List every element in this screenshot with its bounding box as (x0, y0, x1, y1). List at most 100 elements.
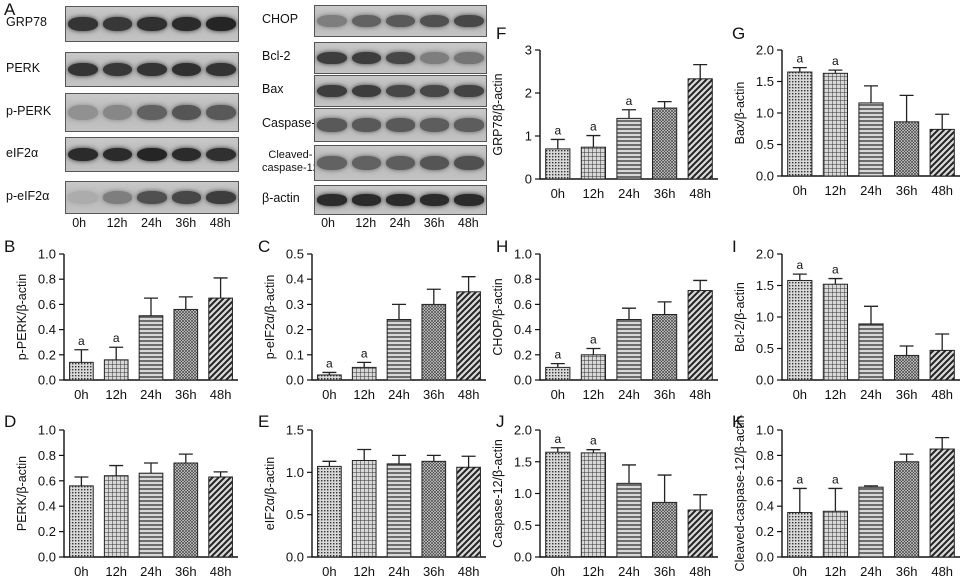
blot-strip (314, 145, 487, 181)
x-tick-label: 36h (175, 387, 197, 402)
x-tick-label: 36h (896, 183, 918, 198)
error-bar (213, 277, 228, 299)
y-tick-label: 0.8 (514, 272, 532, 287)
x-tick-label: 12h (353, 564, 375, 579)
significance-label: a (361, 346, 368, 360)
blot-band (385, 14, 416, 28)
panel-letter-h: H (496, 237, 509, 256)
blot-strip (314, 5, 487, 37)
y-tick-label: 0.0 (38, 550, 56, 565)
blot-band (317, 14, 347, 28)
error-bar (899, 345, 914, 356)
bar (687, 290, 713, 381)
bar (69, 361, 94, 381)
y-tick-label: 0.6 (514, 297, 532, 312)
blot-band (171, 190, 202, 204)
blot-lane-label: 12h (106, 216, 128, 230)
error-bar (899, 94, 914, 122)
x-tick-label: 12h (583, 564, 605, 579)
significance-label: a (626, 94, 633, 108)
y-tick-label: 1.0 (756, 310, 774, 325)
panel-letter-j: J (496, 412, 505, 431)
error-bar (899, 453, 914, 462)
x-tick-label: 48h (931, 387, 953, 402)
y-tick-label: 0.5 (756, 137, 774, 152)
y-tick-label: 1.0 (514, 247, 532, 262)
bar (651, 313, 678, 381)
y-tick-label: 0.2 (38, 524, 56, 539)
bar (208, 476, 233, 558)
bar (893, 461, 920, 558)
y-tick-label: 0.2 (514, 347, 532, 362)
x-tick-label: 24h (388, 564, 410, 579)
error-bar (392, 454, 406, 464)
error-bar (828, 69, 843, 74)
bar (616, 117, 642, 180)
panel-letter-i: I (732, 237, 737, 256)
error-bar (828, 277, 843, 285)
y-tick-label: 0.0 (38, 373, 56, 388)
blot-strip (65, 181, 239, 214)
blot-label: p-PERK (6, 103, 52, 118)
x-tick-label: 48h (689, 564, 711, 579)
blot-band (317, 51, 347, 65)
blot-label: Caspase-12 (262, 116, 330, 130)
bar (858, 486, 884, 558)
significance-label: a (113, 331, 120, 345)
blot-band (351, 155, 381, 171)
blot-label: PERK (6, 60, 41, 75)
blot-band (351, 118, 381, 132)
bar (893, 354, 920, 381)
error-bar (322, 371, 337, 375)
significance-label: a (832, 54, 839, 68)
error-bar (693, 279, 708, 291)
error-bar (461, 276, 476, 292)
blot-band (351, 14, 381, 28)
bar (687, 509, 713, 558)
y-tick-label: 0.0 (756, 169, 774, 184)
significance-label: a (832, 472, 839, 486)
blot-label: Bax (262, 82, 284, 96)
blot-band (385, 51, 416, 65)
blot-band (206, 62, 236, 77)
chart-axes (311, 430, 486, 558)
chart-axes (63, 254, 238, 381)
blot-lane-label: 36h (175, 216, 197, 230)
panel-letter-f: F (496, 24, 507, 43)
bar (893, 121, 920, 177)
panel-letter-c: C (258, 237, 271, 256)
blot-band (454, 14, 484, 28)
bar (545, 451, 571, 558)
bar (858, 323, 884, 381)
bar (580, 354, 607, 381)
x-tick-label: 24h (860, 564, 882, 579)
bar (580, 146, 607, 180)
blot-band (454, 155, 484, 171)
bar (929, 349, 955, 381)
chart-axes (539, 430, 718, 558)
bar (317, 374, 342, 381)
x-tick-label: 12h (825, 564, 847, 579)
blot-strip (314, 108, 487, 142)
blot-strip (314, 185, 487, 215)
significance-label: a (832, 263, 839, 277)
x-tick-label: 48h (931, 183, 953, 198)
y-tick-label: 1.5 (756, 74, 774, 89)
x-tick-label: 36h (896, 387, 918, 402)
blot-strip (65, 52, 239, 87)
x-tick-label: 48h (458, 564, 480, 579)
blot-band (351, 84, 381, 98)
blot-band (317, 155, 347, 171)
y-tick-label: 0.4 (756, 499, 774, 514)
y-tick-label: 0.4 (38, 499, 56, 514)
y-tick-label: 0.5 (286, 507, 304, 522)
y-tick-label: 0 (525, 172, 532, 187)
blot-strip (65, 137, 239, 172)
y-tick-label: 0.2 (756, 524, 774, 539)
x-tick-label: 12h (583, 186, 605, 201)
error-bar (550, 447, 565, 453)
error-bar (935, 113, 950, 130)
error-bar (622, 307, 636, 320)
panel-letter-e: E (258, 412, 270, 431)
error-bar (792, 273, 807, 281)
